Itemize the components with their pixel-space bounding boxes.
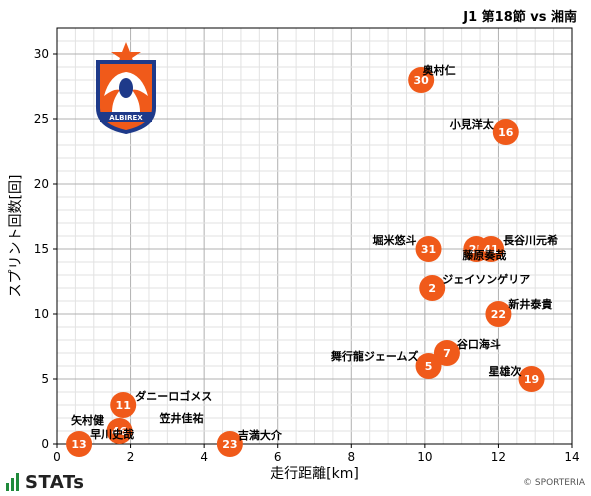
data-point-number: 11: [116, 399, 131, 412]
y-tick-label: 20: [34, 177, 49, 191]
y-tick-label: 30: [34, 47, 49, 61]
data-point-label: 矢村健: [71, 413, 105, 427]
data-point-marker: [419, 275, 446, 301]
data-point-marker: [110, 392, 137, 418]
data-point-label: 星雄次: [489, 364, 522, 378]
data-point-marker: [478, 236, 505, 262]
x-tick-label: 8: [347, 450, 355, 464]
data-point-marker: [492, 119, 519, 145]
data-point-number: 19: [524, 373, 539, 386]
data-point-number: 23: [222, 438, 237, 451]
y-tick-label: 10: [34, 307, 49, 321]
x-tick-label: 12: [491, 450, 506, 464]
data-point-number: 46: [112, 425, 128, 438]
y-tick-labels: 0 5 10 15 20 25 30: [34, 47, 57, 451]
data-point-label: 奥村仁: [422, 63, 456, 77]
data-point-marker: [408, 67, 435, 93]
data-point-label: ダニーロゴメス: [135, 389, 212, 403]
data-point-label: ジェイソンゲリア: [442, 272, 530, 286]
y-tick-label: 0: [41, 437, 49, 451]
y-tick-label: 5: [41, 372, 49, 386]
x-tick-labels: 0 2 4 6 8 10 12 14: [53, 444, 580, 464]
plot-frame: [56, 27, 573, 445]
data-point-marker: [415, 353, 442, 379]
x-tick-label: 4: [200, 450, 208, 464]
data-point-label: 堀米悠斗: [373, 233, 417, 247]
data-point-number: 7: [443, 347, 451, 360]
data-point-label: 早川史哉: [90, 427, 134, 441]
data-point-number: 13: [71, 438, 86, 451]
y-axis-label: スプリント回数[回]: [8, 175, 24, 298]
grid-lines: [57, 28, 572, 444]
team-crest-icon: ALBIREX: [96, 42, 156, 134]
data-point-label: 藤原奏哉: [462, 248, 506, 262]
data-point-number: 22: [491, 308, 506, 321]
y-tick-label: 25: [34, 112, 49, 126]
data-point-label: 舞行龍ジェームズ: [331, 349, 419, 363]
stats-logo: STATs: [6, 471, 85, 493]
copyright: © SPORTERIA: [523, 478, 585, 488]
data-point-number: 5: [425, 360, 433, 373]
y-tick-label: 15: [34, 242, 49, 256]
crest-text: ALBIREX: [109, 114, 143, 122]
x-tick-label: 10: [417, 450, 432, 464]
match-title: J1 第18節 vs 湘南: [463, 10, 577, 25]
data-point-marker: [518, 366, 545, 392]
data-point-label: 谷口海斗: [457, 337, 501, 351]
stats-logo-text: STATs: [25, 471, 85, 493]
x-tick-label: 2: [127, 450, 135, 464]
data-point-label: 新井泰貴: [508, 297, 552, 311]
x-tick-label: 14: [564, 450, 579, 464]
x-tick-label: 0: [53, 450, 61, 464]
data-point-number: 30: [414, 74, 430, 87]
x-axis-label: 走行距離[km]: [270, 465, 359, 482]
data-point-marker: [433, 340, 460, 366]
data-point-marker: [66, 431, 93, 457]
data-point-label: 小見洋太: [449, 117, 495, 131]
x-tick-label: 6: [274, 450, 282, 464]
data-point-marker: [415, 236, 442, 262]
data-point-number: 31: [421, 243, 436, 256]
stats-bars-icon: [6, 473, 19, 491]
data-point-marker: [485, 301, 512, 327]
data-point-marker: [216, 431, 243, 457]
point-labels: 奥村仁小見洋太堀米悠斗藤原奏哉長谷川元希ジェイソンゲリア新井泰貴谷口海斗舞行龍ジ…: [71, 63, 558, 442]
data-point-label: 笠井佳祐: [159, 411, 204, 425]
data-point-number: 16: [498, 126, 514, 139]
data-point-marker: [106, 418, 133, 444]
data-point-number: 41: [483, 243, 498, 256]
data-point-label: 吉満大介: [238, 428, 283, 442]
data-point-label: 長谷川元希: [503, 233, 558, 247]
data-point-number: 2: [428, 282, 436, 295]
